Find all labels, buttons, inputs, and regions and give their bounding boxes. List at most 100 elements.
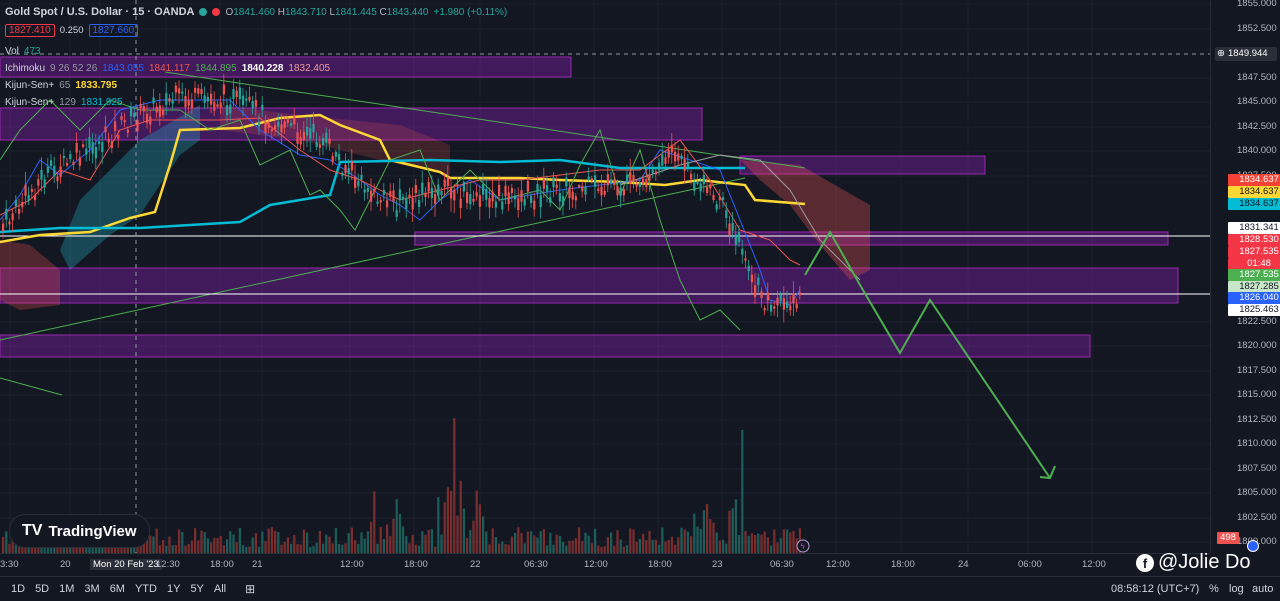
symbol-title[interactable]: Gold Spot / U.S. Dollar · 15 · OANDA bbox=[5, 6, 195, 18]
candle-body bbox=[117, 134, 120, 139]
candle-body bbox=[555, 184, 558, 188]
zone-1830[interactable] bbox=[414, 231, 1169, 246]
price-tick-label: 1815.000 bbox=[1237, 389, 1277, 400]
candle-body bbox=[658, 162, 661, 171]
timeframe-button-6m[interactable]: 6M bbox=[109, 583, 125, 595]
candle-body bbox=[715, 204, 718, 210]
volume-bar bbox=[414, 544, 417, 553]
resistance-zone-top[interactable] bbox=[0, 56, 572, 78]
candle-body bbox=[171, 99, 174, 104]
projection-arrow-path[interactable] bbox=[804, 229, 1051, 479]
vol-legend[interactable]: Vol 473 bbox=[5, 46, 41, 57]
date-range-icon[interactable]: ⊞ bbox=[245, 582, 256, 596]
volume-bar bbox=[786, 529, 789, 553]
volume-bar bbox=[242, 545, 245, 553]
candle-body bbox=[562, 196, 565, 206]
volume-bar bbox=[635, 541, 638, 553]
volume-bar bbox=[722, 539, 725, 553]
ichimoku-legend[interactable]: Ichimoku 9 26 52 26 1843.055 1841.117 18… bbox=[5, 63, 331, 74]
candle-body bbox=[590, 178, 593, 181]
kijun-129-legend[interactable]: Kijun-Sen+ 129 1831.925 bbox=[5, 97, 123, 108]
time-tick-label: Mon 20 Feb '23 bbox=[90, 559, 162, 570]
svg-text:ϟ: ϟ bbox=[800, 542, 805, 551]
timeframe-button-all[interactable]: All bbox=[213, 583, 227, 595]
projection-arrowhead bbox=[1039, 465, 1056, 480]
chart-plot-area[interactable]: ϟ Gold Spot / U.S. Dollar · 15 · OANDA O… bbox=[0, 0, 1210, 553]
candle-body bbox=[523, 198, 526, 206]
volume-bar bbox=[507, 544, 510, 553]
timeframe-button-1y[interactable]: 1Y bbox=[166, 583, 181, 595]
candle-body bbox=[178, 88, 181, 94]
candle-body bbox=[5, 208, 8, 220]
volume-bar bbox=[107, 546, 110, 553]
buy-price-button[interactable]: 1827.660 bbox=[88, 24, 139, 37]
candle-body bbox=[690, 173, 693, 180]
price-tick-label: 1812.500 bbox=[1237, 414, 1277, 425]
add-alert-icon[interactable]: ⊕ bbox=[1217, 48, 1225, 59]
timeframe-button-ytd[interactable]: YTD bbox=[134, 583, 157, 595]
percent-toggle[interactable]: % bbox=[1209, 583, 1219, 595]
volume-bar bbox=[280, 544, 283, 553]
volume-bar bbox=[670, 536, 673, 553]
timeframe-button-1m[interactable]: 1M bbox=[59, 583, 75, 595]
timeframe-button-5y[interactable]: 5Y bbox=[190, 583, 204, 595]
volume-bar bbox=[677, 537, 680, 553]
volume-bar bbox=[686, 531, 689, 553]
flag-icon[interactable] bbox=[1247, 540, 1259, 552]
candle-body bbox=[126, 129, 129, 133]
auto-toggle[interactable]: auto bbox=[1252, 583, 1274, 595]
volume-bar bbox=[459, 480, 462, 553]
candle-body bbox=[376, 201, 379, 204]
volume-bar bbox=[248, 546, 251, 553]
crosshair-price-label[interactable]: ⊕ 1849.944 bbox=[1215, 47, 1277, 61]
volume-bar bbox=[693, 513, 696, 553]
volume-bar bbox=[373, 491, 376, 553]
time-axis[interactable]: 3:30 20 Mon 20 Feb '23 12:30 18:00 21 12:00 18:… bbox=[0, 553, 1210, 576]
price-tick-label: 1805.000 bbox=[1237, 487, 1277, 498]
time-tick-label: 06:30 bbox=[770, 559, 794, 570]
sell-price-button[interactable]: 1827.410 bbox=[5, 24, 55, 37]
candle-body bbox=[88, 137, 91, 149]
candle-body bbox=[654, 171, 657, 175]
volume-bar bbox=[520, 533, 523, 553]
symbol-legend[interactable]: Gold Spot / U.S. Dollar · 15 · OANDA O18… bbox=[5, 6, 507, 18]
spread-value: 0.250 bbox=[59, 25, 84, 36]
lightning-icon[interactable] bbox=[796, 539, 810, 553]
candle-body bbox=[501, 201, 504, 210]
volume-bar bbox=[184, 545, 187, 553]
candle-body bbox=[549, 197, 552, 203]
timeframe-button-3m[interactable]: 3M bbox=[84, 583, 100, 595]
candle-body bbox=[82, 144, 85, 147]
price-axis[interactable]: 1855.000 1852.500 1847.500 1845.000 1842.500… bbox=[1210, 0, 1280, 553]
volume-bar bbox=[395, 499, 398, 553]
candle-body bbox=[290, 122, 293, 127]
kijun-65-legend[interactable]: Kijun-Sen+ 65 1833.795 bbox=[5, 80, 118, 91]
candle-body bbox=[347, 168, 350, 175]
candle-body bbox=[712, 194, 715, 201]
descending-trendline[interactable] bbox=[164, 71, 806, 169]
log-toggle[interactable]: log bbox=[1229, 583, 1244, 595]
volume-bar bbox=[792, 530, 795, 553]
timeframe-button-1d[interactable]: 1D bbox=[11, 583, 26, 595]
trendline-fragment[interactable] bbox=[0, 377, 63, 396]
price-tick-label: 1852.500 bbox=[1237, 23, 1277, 34]
support-zone-1820[interactable] bbox=[0, 334, 1091, 358]
volume-bar bbox=[270, 527, 273, 553]
support-zone-1826[interactable] bbox=[0, 267, 1179, 304]
volume-bar bbox=[357, 543, 360, 553]
volume-bar bbox=[491, 528, 494, 553]
volume-bar bbox=[434, 546, 437, 553]
tradingview-logo[interactable]: TV TradingView bbox=[9, 514, 150, 548]
candle-body bbox=[296, 132, 299, 144]
status-dot-icon-2 bbox=[212, 8, 221, 16]
candle-body bbox=[722, 197, 725, 200]
timeframe-button-5d[interactable]: 5D bbox=[35, 583, 50, 595]
candle-body bbox=[85, 148, 88, 155]
resistance-zone-1839[interactable] bbox=[739, 155, 986, 175]
candle-body bbox=[699, 183, 702, 192]
volume-bar bbox=[590, 543, 593, 553]
volume-bar bbox=[446, 487, 449, 553]
volume-bar bbox=[472, 520, 475, 553]
volume-bar bbox=[254, 533, 257, 553]
candle-body bbox=[680, 155, 683, 160]
